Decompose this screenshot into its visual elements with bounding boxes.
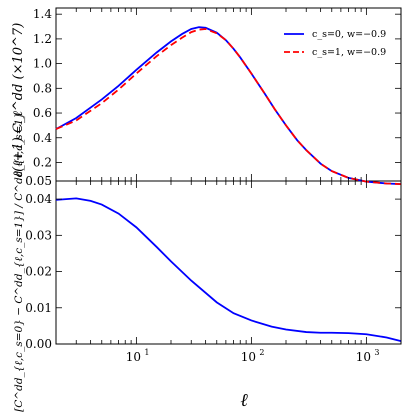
xtick-label-exponent: 3 — [374, 348, 379, 357]
bottom-ytick-label: 0.02 — [25, 265, 52, 279]
bottom-y-axis-label: [C^dd_{ℓ,c_s=0} − C^dd_{ℓ,c_s=1}] / C^dd… — [13, 112, 25, 412]
top-series-line-0 — [55, 26, 402, 185]
bottom-series-line-0 — [55, 197, 402, 342]
legend-label-cs1: c_s=1, w=−0.9 — [312, 47, 386, 58]
bottom-ytick-label: 0.03 — [25, 228, 52, 242]
top-series-group — [55, 26, 402, 185]
xtick-label-exponent: 1 — [144, 348, 149, 357]
top-ytick-label: 1.0 — [33, 57, 52, 71]
top-ytick-label: 0.05 — [25, 174, 52, 188]
bottom-ytick-label: 0.00 — [25, 337, 52, 351]
xtick-label-base: 10 — [241, 350, 256, 364]
top-y-axis-label: ℓ(ℓ+1) C_ℓ^dd (×10^7) — [11, 23, 26, 178]
ticks-group: 0.05 0.2 0.4 0.6 0.8 1.0 1.2 1.4 0.00 0.01 0.02 0.0… — [25, 7, 402, 364]
top-ytick-label: 0.8 — [33, 81, 52, 95]
top-ytick-label: 1.4 — [33, 7, 52, 21]
x-axis-label: ℓ — [240, 390, 248, 411]
top-ytick-label: 0.4 — [33, 131, 52, 145]
top-ytick-label: 1.2 — [33, 32, 52, 46]
bottom-ytick-label: 0.01 — [25, 301, 52, 315]
top-ytick-label: 0.6 — [33, 106, 52, 120]
bottom-series-group — [55, 197, 402, 342]
legend-label-cs0: c_s=0, w=−0.9 — [312, 29, 386, 40]
legend: c_s=0, w=−0.9 c_s=1, w=−0.9 — [284, 29, 386, 58]
xtick-label-base: 10 — [126, 350, 141, 364]
xtick-label-base: 10 — [356, 350, 371, 364]
bottom-plot-frame — [55, 180, 402, 345]
top-ytick-label: 0.2 — [33, 155, 52, 169]
bottom-ytick-label: 0.04 — [25, 192, 52, 206]
xtick-label-exponent: 2 — [259, 348, 264, 357]
